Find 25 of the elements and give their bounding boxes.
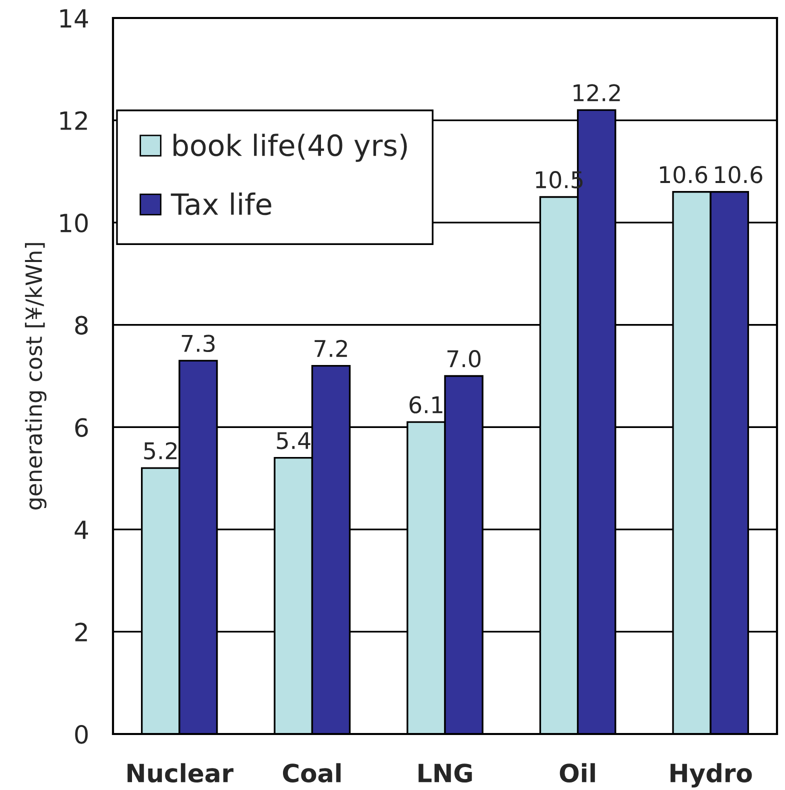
y-tick-label: 6 (75, 418, 88, 437)
data-label: 7.0 (447, 350, 480, 368)
y-tick-label: 10 (60, 214, 88, 232)
x-tick-label: Oil (560, 763, 595, 783)
data-label: 5.2 (144, 442, 177, 460)
x-tick-label: Coal (282, 763, 341, 783)
legend-label: book life(40 yrs) (174, 134, 407, 162)
data-label: 5.4 (276, 432, 310, 450)
y-tick-label: 4 (74, 520, 88, 539)
y-axis-title: generating cost [¥/kWh] (24, 243, 46, 510)
legend-label: Tax life (170, 192, 272, 216)
y-tick-label: 0 (75, 724, 88, 744)
x-tick-label: Nuclear (128, 763, 234, 783)
data-label: 12.2 (574, 84, 620, 102)
y-tick-label: 8 (75, 316, 88, 335)
data-label: 10.6 (660, 166, 708, 184)
y-tick-label: 12 (60, 111, 87, 130)
y-tick-label: 14 (60, 9, 88, 28)
data-label: 7.3 (182, 334, 215, 352)
x-tick-label: Hydro (670, 763, 752, 788)
data-label: 10.6 (715, 166, 762, 184)
data-label: 7.2 (314, 340, 347, 357)
x-tick-label: LNG (418, 764, 472, 783)
data-label: 6.1 (410, 396, 442, 414)
y-tick-label: 2 (75, 622, 87, 642)
